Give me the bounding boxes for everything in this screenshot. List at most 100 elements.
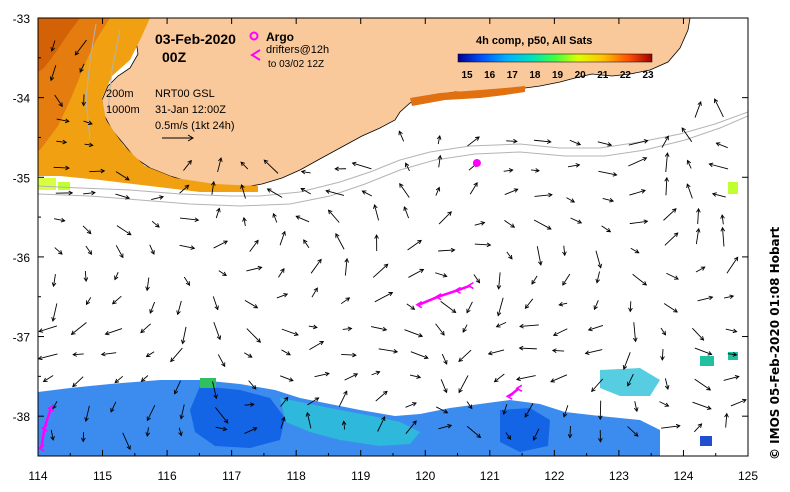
current-vector-head [496, 311, 502, 317]
lon-tick-label: 121 [480, 469, 500, 483]
colorbar-tick-label: 19 [552, 70, 564, 81]
drifter-chevron [47, 404, 55, 412]
sst-deep-blue [190, 386, 285, 448]
current-vector [496, 321, 507, 328]
current-vector [328, 209, 340, 223]
current-vector [516, 375, 536, 380]
current-vector-head [493, 377, 499, 383]
current-vector-head [38, 328, 44, 333]
current-vector [301, 171, 311, 174]
current-vector-head [664, 152, 670, 157]
current-vector [629, 220, 648, 225]
current-vector [405, 420, 417, 434]
current-vector-head [741, 398, 747, 404]
current-vector [341, 353, 356, 356]
current-vector-head [562, 251, 567, 257]
current-vector [50, 65, 57, 81]
current-vector-head [410, 305, 416, 310]
current-vector [244, 299, 258, 309]
current-vector [598, 170, 617, 176]
current-vector [115, 171, 130, 181]
current-vector-head [475, 278, 481, 284]
current-vector-head [393, 349, 399, 354]
current-vector-head [38, 355, 43, 361]
current-vector-head [145, 432, 151, 437]
current-vector [303, 239, 310, 249]
current-vector [525, 298, 534, 309]
current-vector-head [126, 445, 131, 451]
lon-tick-label: 118 [287, 469, 306, 483]
current-vector-head [450, 247, 456, 253]
lon-tick-label: 117 [222, 469, 241, 483]
current-vector [273, 213, 278, 223]
current-vector-head [251, 384, 257, 390]
current-vector-head [257, 265, 263, 271]
current-vector [85, 405, 90, 422]
current-vector-head [383, 263, 389, 269]
current-vector-head [550, 378, 556, 383]
current-vector [693, 423, 702, 433]
current-vector-head [341, 420, 347, 426]
current-vector [146, 427, 149, 437]
current-vector [524, 403, 534, 418]
current-vector-head [295, 215, 301, 220]
current-vector-head [552, 331, 558, 337]
current-vector-head [661, 330, 667, 336]
current-vector-head [185, 281, 191, 286]
longitude-axis: 114 115 116 117 118 119 120 121 122 123 124 125 [28, 18, 758, 483]
current-vector-head [664, 135, 669, 141]
current-vector [629, 301, 632, 312]
current-vector [180, 217, 199, 221]
colorbar-ticks: 15 16 17 18 19 20 21 22 23 [461, 70, 654, 81]
current-vector [122, 432, 131, 450]
current-vector-head [140, 328, 145, 334]
current-vector-head [675, 423, 681, 429]
current-vector [725, 328, 737, 333]
current-vector-head [216, 335, 222, 341]
current-vector-head [222, 426, 228, 432]
current-vector [409, 374, 421, 378]
current-vector [601, 225, 611, 233]
current-vector [343, 421, 346, 430]
current-vector [183, 276, 190, 286]
current-vector [686, 184, 693, 199]
current-vector [307, 397, 319, 406]
current-vector-head [473, 182, 478, 187]
current-vector-head [443, 359, 448, 365]
current-vector-head [681, 127, 686, 133]
current-vector-head [660, 356, 665, 361]
drifter-chevron [515, 384, 523, 392]
sst-fleck [700, 436, 712, 446]
current-vector-head [642, 157, 648, 162]
current-vector-head [447, 211, 452, 216]
current-vector-head [538, 260, 543, 266]
current-vector-head [612, 172, 618, 177]
current-vector [569, 139, 581, 146]
current-vector [563, 245, 566, 256]
current-vector-head [531, 279, 536, 285]
current-vector [505, 432, 512, 440]
current-vector-head [524, 412, 529, 418]
current-vector-head [634, 249, 640, 254]
current-vector [632, 273, 647, 286]
current-vector-head [86, 229, 92, 235]
current-vector [326, 190, 345, 196]
current-vector-head [405, 162, 410, 168]
credit-text: © IMOS 05-Feb-2020 01:08 Hobart [768, 226, 782, 460]
current-vector-head [476, 433, 482, 439]
current-vector [440, 301, 456, 313]
current-vector [408, 269, 424, 278]
drifters-legend-sub: to 03/02 12Z [268, 59, 324, 70]
current-vector [114, 271, 119, 280]
lat-tick-label: -38 [13, 410, 31, 424]
current-vector-head [642, 281, 648, 286]
current-vector-head [352, 352, 357, 358]
current-vector-head [382, 390, 388, 396]
current-vector [306, 412, 312, 429]
current-vector-head [496, 284, 502, 290]
current-vector [488, 349, 505, 355]
current-vector [695, 228, 700, 245]
current-vector-head [303, 239, 308, 245]
current-vector [722, 227, 725, 247]
current-vector [212, 381, 217, 399]
